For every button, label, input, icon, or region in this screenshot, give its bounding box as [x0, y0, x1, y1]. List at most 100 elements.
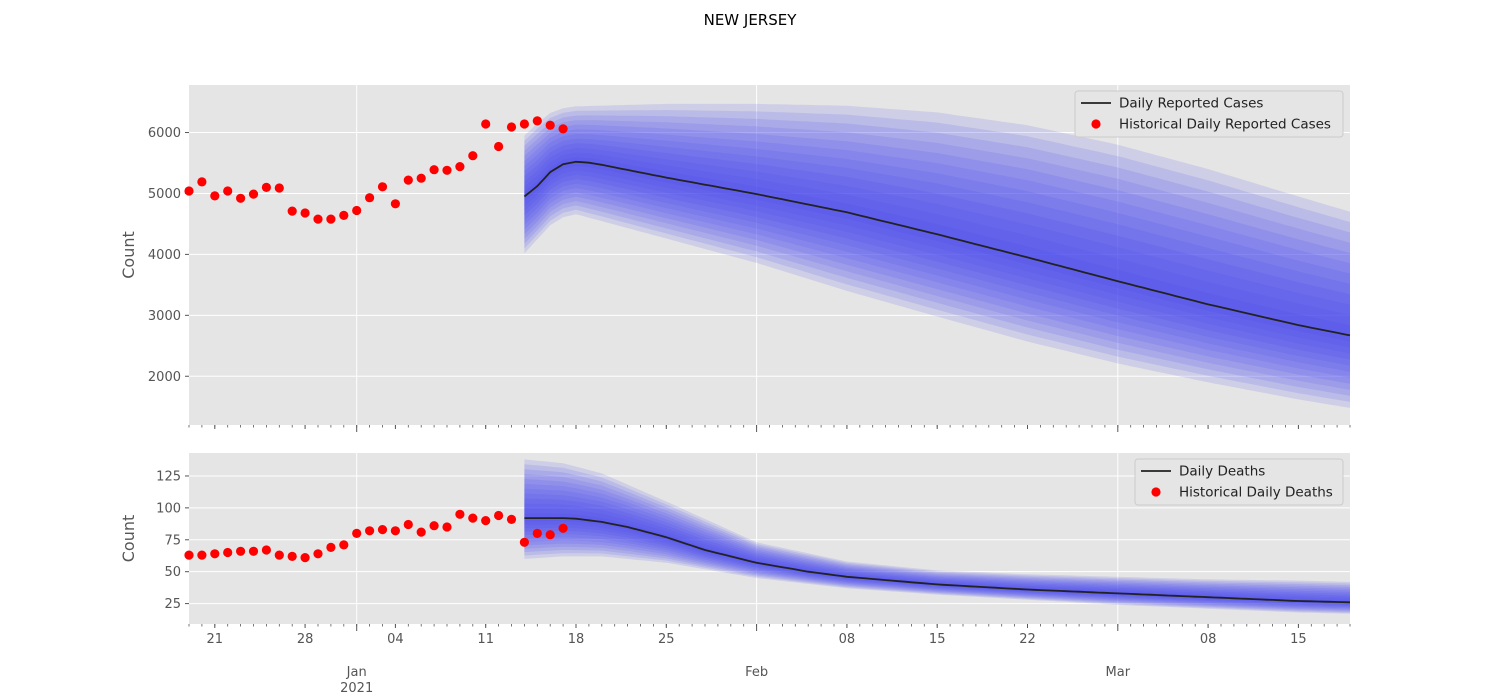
forecast-band — [524, 115, 1350, 396]
historical-point — [377, 525, 388, 535]
historical-point — [352, 205, 362, 216]
panel-background — [189, 85, 1350, 425]
legend-marker-swatch — [1151, 487, 1161, 497]
historical-point — [287, 551, 297, 562]
historical-point — [313, 214, 323, 224]
y-tick-label: 2000 — [148, 370, 181, 385]
historical-point — [481, 119, 491, 129]
historical-point — [313, 549, 323, 559]
x-major-tick-label: Jan — [346, 665, 367, 680]
historical-point — [274, 183, 284, 193]
historical-point — [248, 546, 259, 556]
historical-point — [390, 526, 400, 536]
historical-point — [352, 528, 362, 539]
historical-point — [403, 519, 413, 530]
historical-point — [494, 510, 504, 521]
y-tick-label: 100 — [156, 501, 181, 516]
legend-marker-swatch — [1091, 119, 1101, 129]
historical-point — [506, 122, 517, 132]
forecast-band — [524, 464, 1350, 613]
x-year-label: 2021 — [340, 681, 373, 696]
historical-point — [261, 545, 271, 555]
historical-point — [326, 214, 336, 224]
historical-point — [468, 513, 478, 523]
historical-point — [468, 151, 478, 161]
historical-point — [390, 199, 400, 209]
forecast-band — [524, 103, 1350, 408]
forecast-band — [524, 469, 1350, 612]
historical-point — [223, 547, 233, 558]
historical-point — [339, 540, 349, 550]
x-tick-label: 11 — [477, 632, 494, 647]
historical-point — [519, 537, 530, 547]
forecast-median-line — [524, 517, 1351, 604]
legend: Daily Deaths Historical Daily Deaths — [1134, 458, 1344, 506]
historical-point — [300, 553, 310, 563]
historical-point — [455, 162, 465, 172]
historical-point — [184, 550, 194, 560]
x-major-tick-label: Mar — [1106, 665, 1131, 680]
y-tick-label: 3000 — [148, 309, 181, 324]
historical-point — [248, 189, 259, 199]
historical-point — [455, 509, 465, 519]
y-tick-label: 125 — [156, 469, 181, 484]
historical-point — [326, 542, 336, 553]
x-tick-label: 08 — [1200, 632, 1217, 647]
legend-label: Daily Deaths — [1179, 464, 1265, 480]
historical-point — [365, 193, 375, 203]
historical-point — [365, 526, 375, 536]
historical-point — [377, 182, 388, 192]
forecast-median-line — [523, 160, 1351, 337]
historical-point — [494, 141, 504, 152]
forecast-band — [524, 138, 1350, 366]
forecast-band — [524, 143, 1350, 360]
forecast-band — [524, 129, 1350, 378]
legend-box — [1074, 90, 1344, 138]
historical-point — [184, 186, 194, 196]
x-tick-label: 21 — [207, 632, 224, 647]
y-tick-label: 5000 — [148, 187, 181, 202]
legend-label: Historical Daily Reported Cases — [1119, 117, 1331, 133]
historical-point — [545, 530, 555, 540]
historical-point — [197, 550, 207, 560]
historical-point — [261, 182, 271, 192]
x-tick-label: 18 — [568, 632, 585, 647]
historical-point — [532, 528, 542, 539]
x-tick-label: 08 — [839, 632, 856, 647]
legend: Daily Reported Cases Historical Daily Rep… — [1074, 90, 1344, 138]
y-axis-label: Count — [119, 515, 138, 563]
historical-point — [236, 546, 246, 556]
forecast-band — [524, 134, 1350, 372]
x-tick-label: 15 — [929, 632, 946, 647]
historical-point — [416, 173, 426, 183]
historical-point — [442, 165, 452, 175]
legend-box — [1134, 458, 1344, 506]
historical-point — [210, 549, 220, 559]
historical-point — [236, 193, 246, 203]
legend-label: Daily Reported Cases — [1119, 96, 1263, 112]
historical-point — [223, 186, 233, 196]
x-tick-label: 25 — [658, 632, 675, 647]
historical-point — [416, 527, 426, 537]
panel-deaths: 25 50 75 100 125 Count Daily Deaths Historical … — [119, 453, 1351, 696]
historical-point — [197, 177, 207, 187]
historical-point — [274, 550, 284, 560]
historical-point — [339, 210, 349, 220]
legend-label: Historical Daily Deaths — [1179, 485, 1333, 501]
historical-point — [403, 175, 413, 185]
historical-point — [442, 522, 452, 532]
historical-point — [429, 521, 439, 531]
historical-point — [545, 120, 555, 130]
forecast-band — [524, 157, 1350, 342]
panel-cases: 2000 3000 4000 5000 6000 Count Daily Reported … — [119, 85, 1351, 432]
y-tick-label: 6000 — [148, 126, 181, 141]
historical-point — [300, 208, 310, 218]
historical-point — [210, 191, 220, 201]
x-tick-label: 15 — [1290, 632, 1307, 647]
x-tick-label: 22 — [1019, 632, 1036, 647]
forecast-band — [524, 110, 1350, 402]
historical-point — [558, 124, 568, 134]
y-tick-label: 50 — [164, 565, 181, 580]
